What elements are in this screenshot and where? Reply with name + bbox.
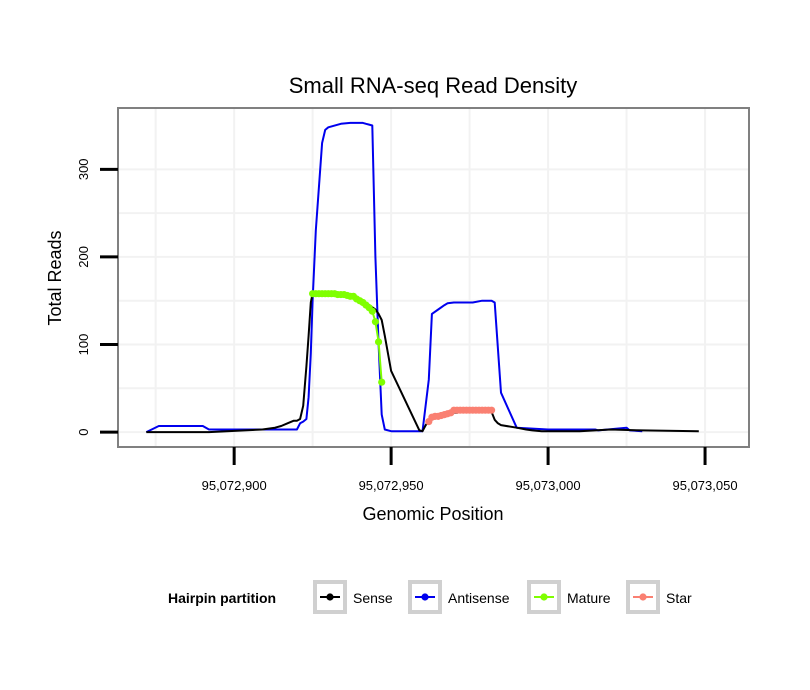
chart-title: Small RNA-seq Read Density (289, 73, 578, 98)
series-mature (309, 290, 386, 386)
series-layer (145, 121, 699, 434)
x-tick-label: 95,073,050 (673, 478, 738, 493)
legend-label: Star (666, 590, 692, 606)
legend-key-point (421, 593, 429, 601)
series-star (425, 406, 496, 426)
x-tick-label: 95,072,950 (359, 478, 424, 493)
legend-key-point (326, 593, 334, 601)
grid (118, 108, 749, 447)
plot-border (117, 107, 750, 448)
legend-label: Sense (353, 590, 393, 606)
y-tick-label: 0 (76, 428, 91, 435)
legend-item-mature: Mature (527, 580, 611, 614)
legend-item-star: Star (626, 580, 692, 614)
series-mature-point (368, 307, 376, 315)
series-mature-point (374, 338, 383, 346)
y-tick-label: 300 (76, 158, 91, 180)
legend: Hairpin partition Sense Antisense Mature St… (168, 580, 692, 614)
legend-key-point (540, 593, 548, 601)
y-axis-label: Total Reads (45, 230, 65, 325)
legend-item-antisense: Antisense (408, 580, 510, 614)
legend-title: Hairpin partition (168, 590, 276, 606)
x-tick-label: 95,073,000 (516, 478, 581, 493)
y-tick-label: 100 (76, 334, 91, 356)
legend-entries: Sense Antisense Mature Star (313, 580, 692, 614)
x-axis-label: Genomic Position (362, 504, 503, 524)
series-mature-point (371, 318, 380, 326)
legend-item-sense: Sense (313, 580, 393, 614)
x-tick-label: 95,072,900 (202, 478, 267, 493)
legend-label: Mature (567, 590, 611, 606)
series-star-point (487, 406, 496, 414)
legend-key-point (639, 593, 647, 601)
y-tick-label: 200 (76, 246, 91, 268)
y-axis: 0 100 200 300 (76, 158, 118, 436)
series-mature-point (378, 378, 386, 386)
legend-label: Antisense (448, 590, 510, 606)
x-axis: 95,072,900 95,072,950 95,073,000 95,073,050 (202, 447, 738, 493)
